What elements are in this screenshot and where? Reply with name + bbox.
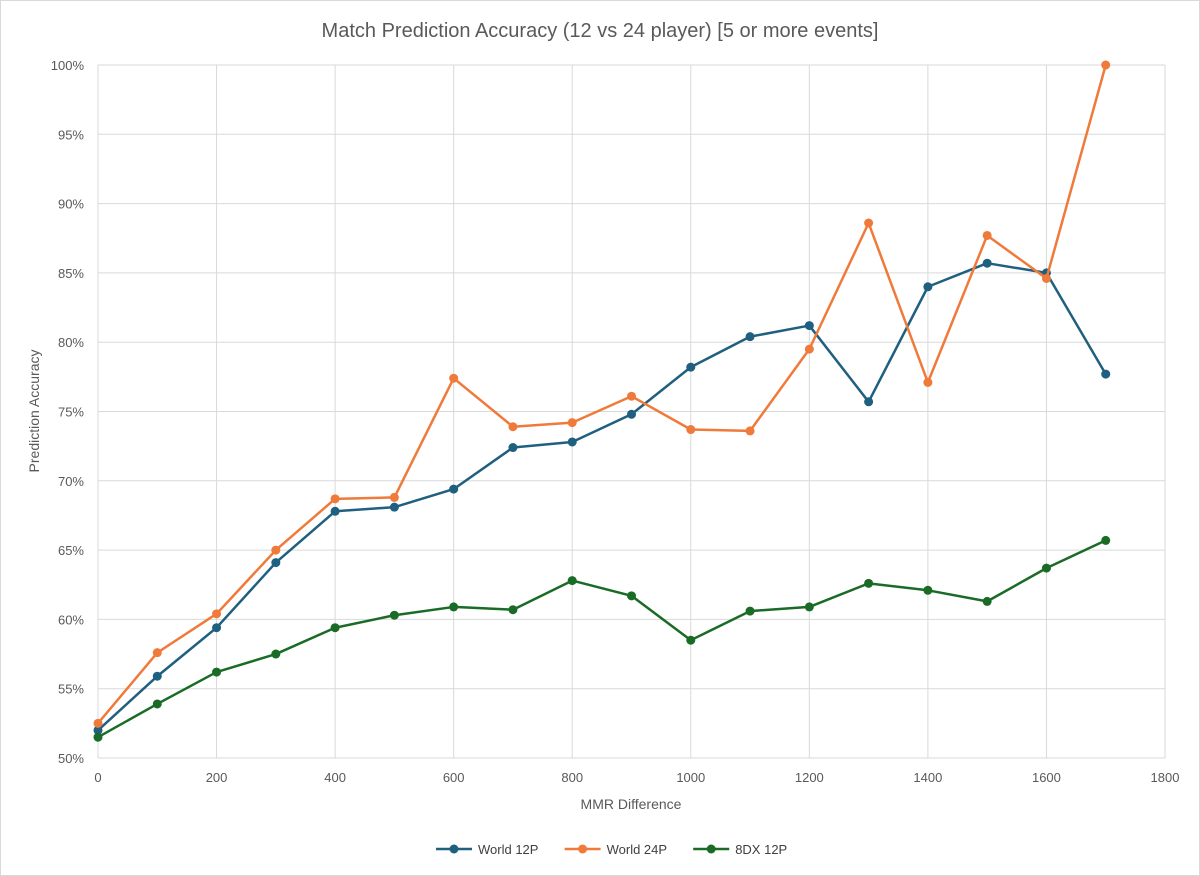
- data-point-8dx-12p: [804, 602, 814, 612]
- x-tick-label: 0: [94, 770, 101, 785]
- data-point-world-24p: [923, 377, 933, 387]
- chart-title: Match Prediction Accuracy (12 vs 24 play…: [322, 20, 879, 42]
- data-point-world-12p: [449, 484, 459, 494]
- y-tick-label: 85%: [58, 266, 84, 281]
- data-point-8dx-12p: [93, 732, 103, 742]
- x-tick-label: 1600: [1032, 770, 1061, 785]
- y-tick-label: 100%: [51, 58, 85, 73]
- y-tick-label: 80%: [58, 335, 84, 350]
- data-point-world-24p: [627, 391, 636, 401]
- data-point-world-24p: [567, 418, 577, 428]
- data-point-world-24p: [508, 422, 518, 432]
- series-line-world-12p: [97, 261, 1107, 732]
- data-point-world-12p: [212, 623, 222, 633]
- axis-ticks: 0 200 400 600 800 1000 1200 1400 1600 1800 50% 55% 6…: [51, 58, 1180, 785]
- x-tick-label: 400: [324, 770, 346, 785]
- data-point-8dx-12p: [152, 699, 162, 709]
- data-point-world-24p: [1101, 60, 1111, 70]
- data-point-world-24p: [745, 426, 755, 436]
- data-point-8dx-12p: [745, 606, 755, 616]
- x-tick-label: 1200: [795, 770, 824, 785]
- data-point-world-12p: [864, 397, 874, 407]
- legend-label: 8DX 12P: [735, 842, 787, 857]
- series-line-8dx-12p: [97, 539, 1107, 739]
- series-line-world-24p: [97, 64, 1107, 725]
- data-point-world-24p: [93, 718, 103, 728]
- y-tick-label: 60%: [58, 612, 84, 627]
- data-point-world-24p: [804, 344, 814, 354]
- x-tick-label: 800: [561, 770, 583, 785]
- x-tick-label: 1400: [913, 770, 942, 785]
- legend-item-world-24p: World 24P: [564, 842, 667, 857]
- series-world-24p: [93, 60, 1111, 728]
- data-point-world-12p: [982, 258, 992, 268]
- data-point-world-24p: [449, 373, 459, 383]
- data-point-world-12p: [804, 321, 814, 331]
- data-point-world-24p: [864, 218, 874, 228]
- data-point-world-12p: [271, 558, 281, 568]
- series-group: [93, 60, 1111, 742]
- data-point-world-24p: [686, 425, 696, 435]
- legend: World 12P World 24P 8DX 12P: [436, 842, 787, 857]
- legend-item-8dx-12p: 8DX 12P: [693, 842, 787, 857]
- y-tick-label: 65%: [58, 543, 84, 558]
- data-point-8dx-12p: [982, 596, 992, 606]
- data-point-8dx-12p: [1101, 535, 1111, 545]
- x-tick-label: 200: [206, 770, 228, 785]
- data-point-world-12p: [745, 332, 755, 342]
- x-tick-label: 600: [443, 770, 465, 785]
- legend-swatch-marker: [706, 844, 716, 854]
- data-point-world-24p: [152, 648, 162, 658]
- legend-label: World 24P: [607, 842, 667, 857]
- y-tick-label: 95%: [58, 127, 84, 142]
- y-axis-title: Prediction Accuracy: [26, 350, 42, 473]
- data-point-8dx-12p: [449, 602, 459, 612]
- data-point-8dx-12p: [1041, 563, 1051, 573]
- y-tick-label: 75%: [58, 405, 84, 420]
- data-point-8dx-12p: [686, 635, 696, 645]
- y-tick-label: 70%: [58, 474, 84, 489]
- data-point-8dx-12p: [508, 605, 518, 615]
- data-point-world-12p: [152, 671, 162, 681]
- data-point-8dx-12p: [389, 610, 399, 620]
- data-point-8dx-12p: [567, 576, 577, 586]
- data-point-8dx-12p: [627, 591, 636, 601]
- data-point-8dx-12p: [271, 649, 281, 659]
- data-point-world-12p: [923, 282, 933, 292]
- data-point-world-24p: [389, 492, 399, 502]
- data-point-8dx-12p: [923, 585, 933, 595]
- data-point-world-24p: [982, 230, 992, 240]
- data-point-world-24p: [1041, 273, 1051, 283]
- data-point-8dx-12p: [212, 667, 222, 677]
- data-point-world-12p: [389, 502, 399, 512]
- y-tick-label: 50%: [58, 751, 84, 766]
- x-axis-title: MMR Difference: [581, 796, 682, 812]
- data-point-world-12p: [1101, 369, 1111, 379]
- series-8dx-12p: [93, 535, 1111, 742]
- data-point-world-24p: [330, 494, 340, 504]
- x-tick-label: 1800: [1151, 770, 1180, 785]
- data-point-world-12p: [508, 443, 518, 453]
- y-tick-label: 90%: [58, 197, 84, 212]
- data-point-world-12p: [330, 506, 340, 516]
- data-point-8dx-12p: [864, 578, 874, 588]
- legend-item-world-12p: World 12P: [436, 842, 538, 857]
- data-point-world-12p: [686, 362, 696, 372]
- x-tick-label: 1000: [676, 770, 705, 785]
- data-point-world-12p: [567, 437, 577, 447]
- y-tick-label: 55%: [58, 682, 84, 697]
- legend-swatch-marker: [449, 844, 459, 854]
- legend-swatch-marker: [578, 844, 588, 854]
- legend-label: World 12P: [478, 842, 538, 857]
- data-point-world-24p: [271, 545, 281, 555]
- data-point-world-12p: [627, 409, 636, 419]
- data-point-8dx-12p: [330, 623, 340, 633]
- data-point-world-12p: [93, 725, 103, 735]
- data-point-world-24p: [212, 609, 222, 619]
